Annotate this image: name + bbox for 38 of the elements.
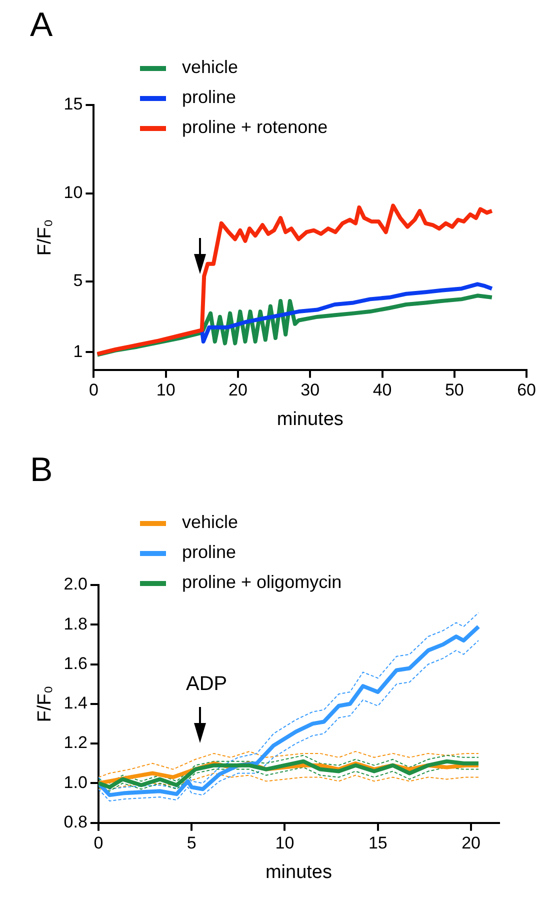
y-tick-label: 2.0 [64,574,88,594]
x-tick-label: 10 [275,834,294,853]
y-axis-title: F/F₀ [34,219,56,256]
chart-title: B [30,451,53,490]
legend-label: proline [182,87,236,107]
x-tick-label: 30 [300,380,320,400]
y-tick-label: 0.8 [64,812,88,832]
y-axis-title: F/F₀ [34,686,56,722]
y-tick-label: 1.4 [64,694,88,713]
annotation: ADP [186,673,228,696]
y-tick-label: 10 [64,182,83,202]
legend-label: proline [182,542,236,562]
x-tick-label: 60 [517,380,536,400]
x-tick-label: 0 [94,834,104,853]
x-axis-title: minutes [265,862,332,883]
y-tick-label: 1.2 [64,733,88,752]
line-series [98,772,480,790]
x-tick-label: 50 [444,380,464,400]
x-axis-title: minutes [276,408,344,430]
x-tick-label: 5 [186,834,196,853]
y-tick-label: 5 [73,271,83,290]
y-tick-label: 1.6 [64,654,88,673]
y-tick-label: 1.0 [64,772,88,792]
legend-label: proline + rotenone [182,117,328,137]
legend-label: proline + oligomycin [182,572,342,592]
y-tick-label: 1 [73,342,83,361]
y-tick-label: 1.8 [64,614,88,634]
legend-label: vehicle [182,512,238,532]
x-tick-label: 10 [156,380,176,400]
x-tick-label: 15 [368,834,388,853]
legend-label: vehicle [182,57,238,77]
y-tick-label: 15 [64,94,83,114]
x-tick-label: 40 [372,380,392,400]
x-tick-label: 0 [88,380,98,400]
x-tick-label: 20 [462,834,481,853]
x-tick-label: 20 [228,380,248,400]
line-series [98,750,480,778]
chart-title: A [30,6,53,45]
